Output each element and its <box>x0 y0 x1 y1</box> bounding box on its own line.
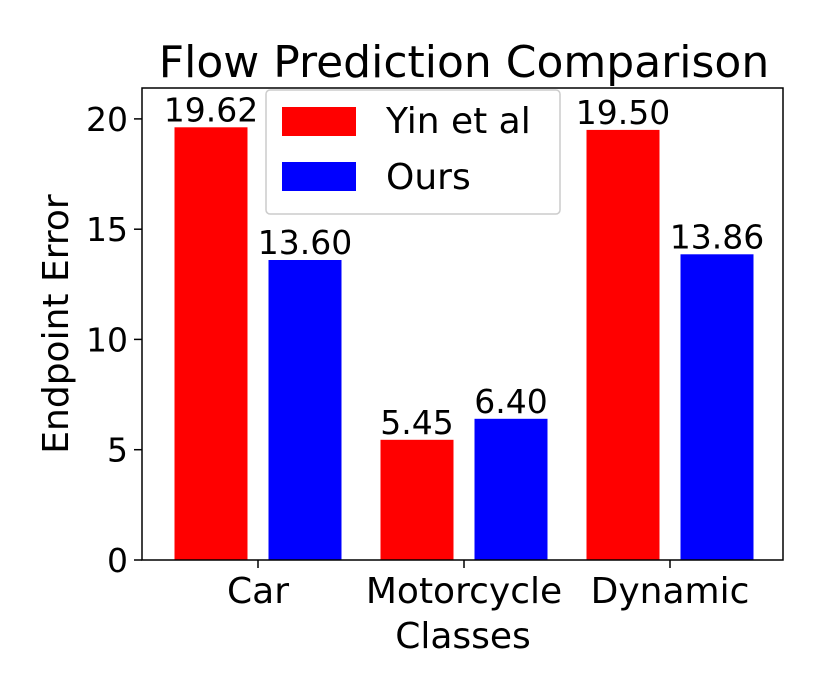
y-tick-label: 5 <box>107 431 128 470</box>
x-tick-label: Motorcycle <box>366 571 562 612</box>
legend-label-yin-et-al: Yin et al <box>385 101 531 142</box>
bar-value-label: 5.45 <box>380 403 453 442</box>
x-tick-label: Dynamic <box>591 571 750 612</box>
bar-yin-et-al-dynamic <box>586 129 660 560</box>
x-axis: Car Motorcycle Dynamic <box>227 560 749 612</box>
legend-swatch-yin-et-al <box>282 107 356 136</box>
bar-labels: 19.62 5.45 19.50 13.60 6.40 13.86 <box>164 90 764 442</box>
y-tick-label: 20 <box>86 100 128 139</box>
legend-label-ours: Ours <box>386 157 471 198</box>
legend-swatch-ours <box>282 162 356 191</box>
bar-ours-car <box>268 260 342 560</box>
bars <box>174 127 754 561</box>
bar-value-label: 13.86 <box>670 217 764 256</box>
y-tick-label: 10 <box>86 320 128 359</box>
bar-yin-et-al-car <box>174 127 248 561</box>
x-tick-label: Car <box>227 571 289 612</box>
plot-area: 19.62 5.45 19.50 13.60 6.40 13.86 <box>141 87 784 561</box>
bar-value-label: 19.50 <box>576 93 670 132</box>
bar-yin-et-al-motorcycle <box>380 439 454 560</box>
bar-ours-motorcycle <box>474 418 548 560</box>
plot-frame <box>141 87 784 561</box>
y-tick-label: 15 <box>86 210 128 249</box>
bar-value-label: 19.62 <box>164 90 258 129</box>
bar-value-label: 13.60 <box>258 223 352 262</box>
legend: Yin et al Ours <box>265 89 561 215</box>
y-axis: 0 5 10 15 20 <box>86 100 142 580</box>
bar-value-label: 6.40 <box>474 382 547 421</box>
chart-title: Flow Prediction Comparison <box>159 37 769 88</box>
y-axis-label: Endpoint Error <box>36 194 77 454</box>
y-tick-label: 0 <box>107 541 128 580</box>
x-axis-label: Classes <box>395 616 531 657</box>
bar-ours-dynamic <box>680 254 754 561</box>
